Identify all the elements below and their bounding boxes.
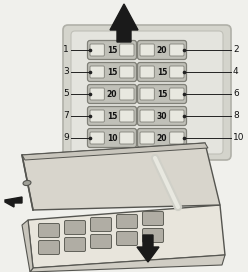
FancyBboxPatch shape <box>170 44 184 56</box>
Text: 10: 10 <box>107 134 117 143</box>
Text: 20: 20 <box>157 134 167 143</box>
Text: 15: 15 <box>157 68 167 77</box>
FancyBboxPatch shape <box>137 63 186 82</box>
Text: 15: 15 <box>157 90 167 99</box>
Text: 20: 20 <box>157 46 167 55</box>
FancyBboxPatch shape <box>117 231 137 246</box>
FancyBboxPatch shape <box>170 132 184 144</box>
FancyBboxPatch shape <box>120 132 134 144</box>
Text: 20: 20 <box>107 90 117 99</box>
FancyBboxPatch shape <box>71 31 223 154</box>
Text: 15: 15 <box>107 46 117 55</box>
FancyBboxPatch shape <box>63 25 231 160</box>
FancyBboxPatch shape <box>90 132 104 144</box>
FancyBboxPatch shape <box>90 44 104 56</box>
Text: 10: 10 <box>233 134 245 143</box>
Text: 6: 6 <box>233 89 239 98</box>
Text: 3: 3 <box>63 67 69 76</box>
FancyBboxPatch shape <box>120 88 134 100</box>
Polygon shape <box>28 205 225 268</box>
FancyBboxPatch shape <box>120 110 134 122</box>
FancyBboxPatch shape <box>120 66 134 78</box>
FancyBboxPatch shape <box>143 212 163 225</box>
FancyBboxPatch shape <box>143 228 163 243</box>
FancyBboxPatch shape <box>117 215 137 228</box>
FancyBboxPatch shape <box>137 85 186 104</box>
FancyBboxPatch shape <box>88 85 136 104</box>
FancyBboxPatch shape <box>91 218 112 231</box>
Text: 15: 15 <box>107 68 117 77</box>
FancyBboxPatch shape <box>38 240 60 255</box>
FancyBboxPatch shape <box>140 132 154 144</box>
FancyBboxPatch shape <box>170 110 184 122</box>
FancyBboxPatch shape <box>137 128 186 147</box>
FancyBboxPatch shape <box>90 66 104 78</box>
FancyBboxPatch shape <box>120 44 134 56</box>
FancyBboxPatch shape <box>137 107 186 125</box>
Polygon shape <box>22 143 220 210</box>
FancyBboxPatch shape <box>140 88 154 100</box>
FancyBboxPatch shape <box>170 66 184 78</box>
Polygon shape <box>5 197 22 207</box>
Text: 8: 8 <box>233 112 239 120</box>
Text: 7: 7 <box>63 112 69 120</box>
FancyBboxPatch shape <box>88 41 136 60</box>
Polygon shape <box>22 143 208 160</box>
FancyBboxPatch shape <box>91 234 112 249</box>
FancyBboxPatch shape <box>88 107 136 125</box>
Ellipse shape <box>23 180 31 186</box>
Polygon shape <box>22 220 33 272</box>
FancyBboxPatch shape <box>140 44 154 56</box>
FancyBboxPatch shape <box>64 237 86 252</box>
FancyBboxPatch shape <box>88 128 136 147</box>
Text: 4: 4 <box>233 67 239 76</box>
FancyBboxPatch shape <box>90 110 104 122</box>
FancyBboxPatch shape <box>137 41 186 60</box>
Text: 5: 5 <box>63 89 69 98</box>
Text: 30: 30 <box>157 112 167 121</box>
FancyBboxPatch shape <box>38 224 60 237</box>
FancyBboxPatch shape <box>170 88 184 100</box>
FancyBboxPatch shape <box>90 88 104 100</box>
FancyBboxPatch shape <box>140 110 154 122</box>
FancyBboxPatch shape <box>64 221 86 234</box>
Polygon shape <box>110 4 138 42</box>
FancyBboxPatch shape <box>140 66 154 78</box>
Polygon shape <box>137 235 159 262</box>
Text: 15: 15 <box>107 112 117 121</box>
FancyBboxPatch shape <box>88 63 136 82</box>
Polygon shape <box>30 255 225 272</box>
Text: 1: 1 <box>63 45 69 54</box>
Text: 9: 9 <box>63 134 69 143</box>
Text: 2: 2 <box>233 45 239 54</box>
